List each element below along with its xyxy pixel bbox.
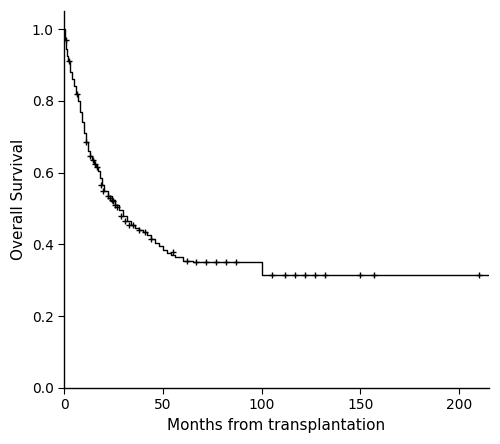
Y-axis label: Overall Survival: Overall Survival: [11, 139, 26, 260]
X-axis label: Months from transplantation: Months from transplantation: [168, 418, 386, 433]
